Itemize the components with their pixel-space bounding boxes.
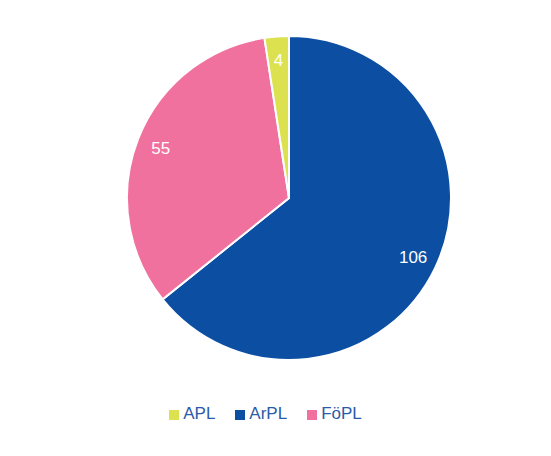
svg-text:4: 4 [274, 51, 283, 70]
svg-text:106: 106 [399, 248, 427, 267]
svg-text:55: 55 [151, 139, 170, 158]
html-text:APL: APL [183, 404, 216, 423]
html-text:FöPL: FöPL [321, 404, 362, 423]
html-text:ArPL: ArPL [249, 404, 288, 423]
